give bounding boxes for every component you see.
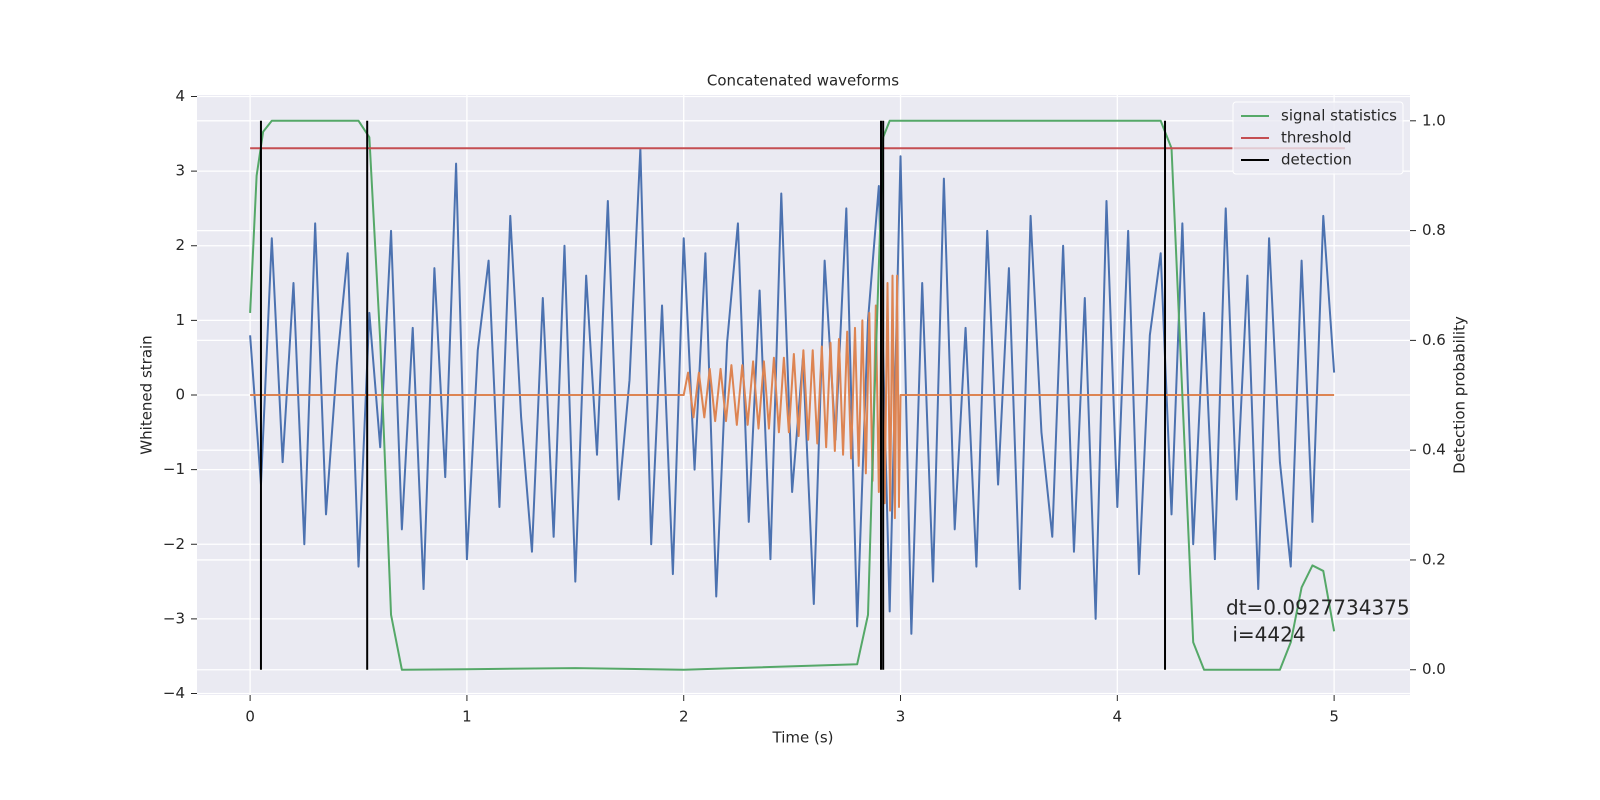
- y-tick-label: −2: [163, 535, 185, 553]
- y-tick-label: −3: [163, 609, 185, 627]
- legend-label: signal statistics: [1281, 107, 1397, 125]
- y2-axis-label: Detection probability: [1451, 316, 1469, 474]
- y2-tick-label: 0.8: [1422, 221, 1446, 239]
- annotation: i=4424: [1226, 623, 1306, 647]
- x-tick-label: 4: [1113, 708, 1123, 726]
- y-axis-label: Whitened strain: [138, 335, 156, 454]
- y2-tick-label: 0.2: [1422, 550, 1446, 568]
- annotation: dt=0.0927734375: [1226, 596, 1410, 620]
- y-tick-label: 3: [175, 162, 185, 180]
- marks: dt=0.0927734375 i=4424: [249, 119, 1410, 671]
- y2-tick-label: 0.6: [1422, 331, 1446, 349]
- x-tick-label: 1: [462, 708, 472, 726]
- x-axis-label: Time (s): [772, 729, 834, 747]
- x-tick-label: 5: [1329, 708, 1339, 726]
- y-tick-label: 2: [175, 236, 185, 254]
- y-tick-label: 1: [175, 311, 185, 329]
- legend-label: threshold: [1281, 129, 1352, 147]
- legend-label: detection: [1281, 151, 1352, 169]
- y2-tick-label: 0.0: [1422, 660, 1446, 678]
- y2-tick-label: 0.4: [1422, 441, 1446, 459]
- y2-tick-label: 1.0: [1422, 111, 1446, 129]
- y-tick-label: −1: [163, 460, 185, 478]
- y-tick-label: 4: [175, 87, 185, 105]
- chart-title: Concatenated waveforms: [707, 72, 899, 90]
- legend-box: [1232, 101, 1404, 175]
- x-tick-label: 0: [245, 708, 255, 726]
- series-line: [249, 119, 1336, 671]
- series-line: [249, 147, 1336, 635]
- y-tick-label: 0: [175, 386, 185, 404]
- x-tick-label: 3: [896, 708, 906, 726]
- legend: signal statistics threshold detection: [1232, 101, 1404, 175]
- x-tick-label: 2: [679, 708, 689, 726]
- y-tick-label: −4: [163, 684, 185, 702]
